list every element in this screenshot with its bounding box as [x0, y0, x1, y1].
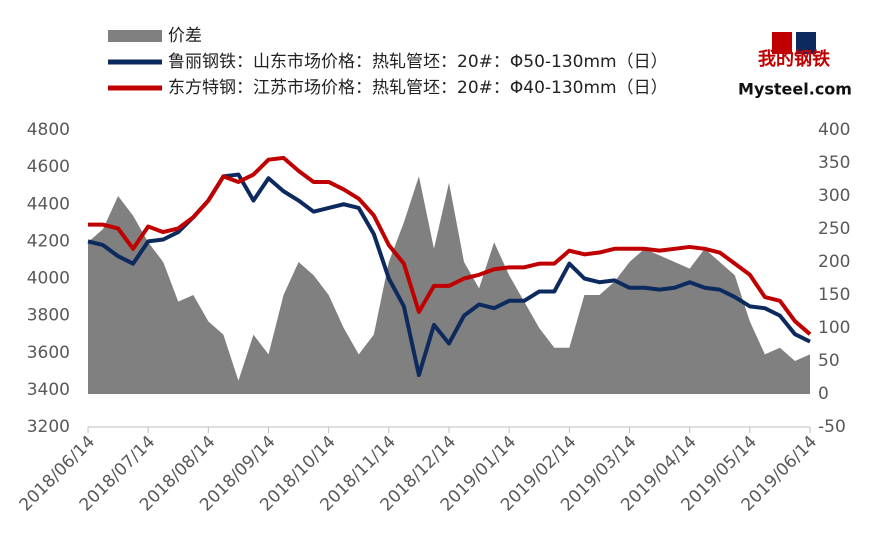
- logo-box: [796, 32, 816, 54]
- y-tick-label: 4000: [27, 269, 70, 289]
- y-tick-label: 3600: [27, 343, 70, 363]
- legend-label: 东方特钢：江苏市场价格：热轧管坯：20#：Φ40-130mm（日）: [168, 78, 668, 98]
- legend-label: 鲁丽钢铁：山东市场价格：热轧管坯：20#：Φ50-130mm（日）: [168, 52, 668, 72]
- line: [88, 155, 812, 336]
- y-tick-label: 3200: [27, 417, 70, 437]
- logo-cn: 我的钢铁: [758, 48, 830, 70]
- y-tick-label: 4600: [27, 157, 70, 177]
- y-tick-label: 3800: [27, 306, 70, 326]
- y2-tick-label: 100: [818, 318, 850, 338]
- y-tick-label: 4800: [27, 120, 70, 140]
- y2-tick-label: 400: [818, 120, 850, 140]
- logo: 我的钢铁 Mysteel.com: [738, 32, 852, 99]
- y2-tick-label: -50: [818, 417, 846, 437]
- legend-swatch: [108, 30, 162, 42]
- y2-tick-label: 150: [818, 285, 850, 305]
- y2-tick-label: 200: [818, 252, 850, 272]
- y2-tick-label: 350: [818, 153, 850, 173]
- legend-label: 价差: [168, 26, 202, 46]
- logo-en: Mysteel.com: [738, 80, 852, 99]
- y2-tick-label: 250: [818, 219, 850, 239]
- y2-tick-label: 300: [818, 186, 850, 206]
- y2-tick-label: 0: [818, 384, 829, 404]
- y-tick-label: 4200: [27, 231, 70, 251]
- y-tick-label: 3400: [27, 380, 70, 400]
- y-tick-label: 4400: [27, 194, 70, 214]
- y2-tick-label: 50: [818, 351, 840, 371]
- logo-box: [772, 32, 792, 54]
